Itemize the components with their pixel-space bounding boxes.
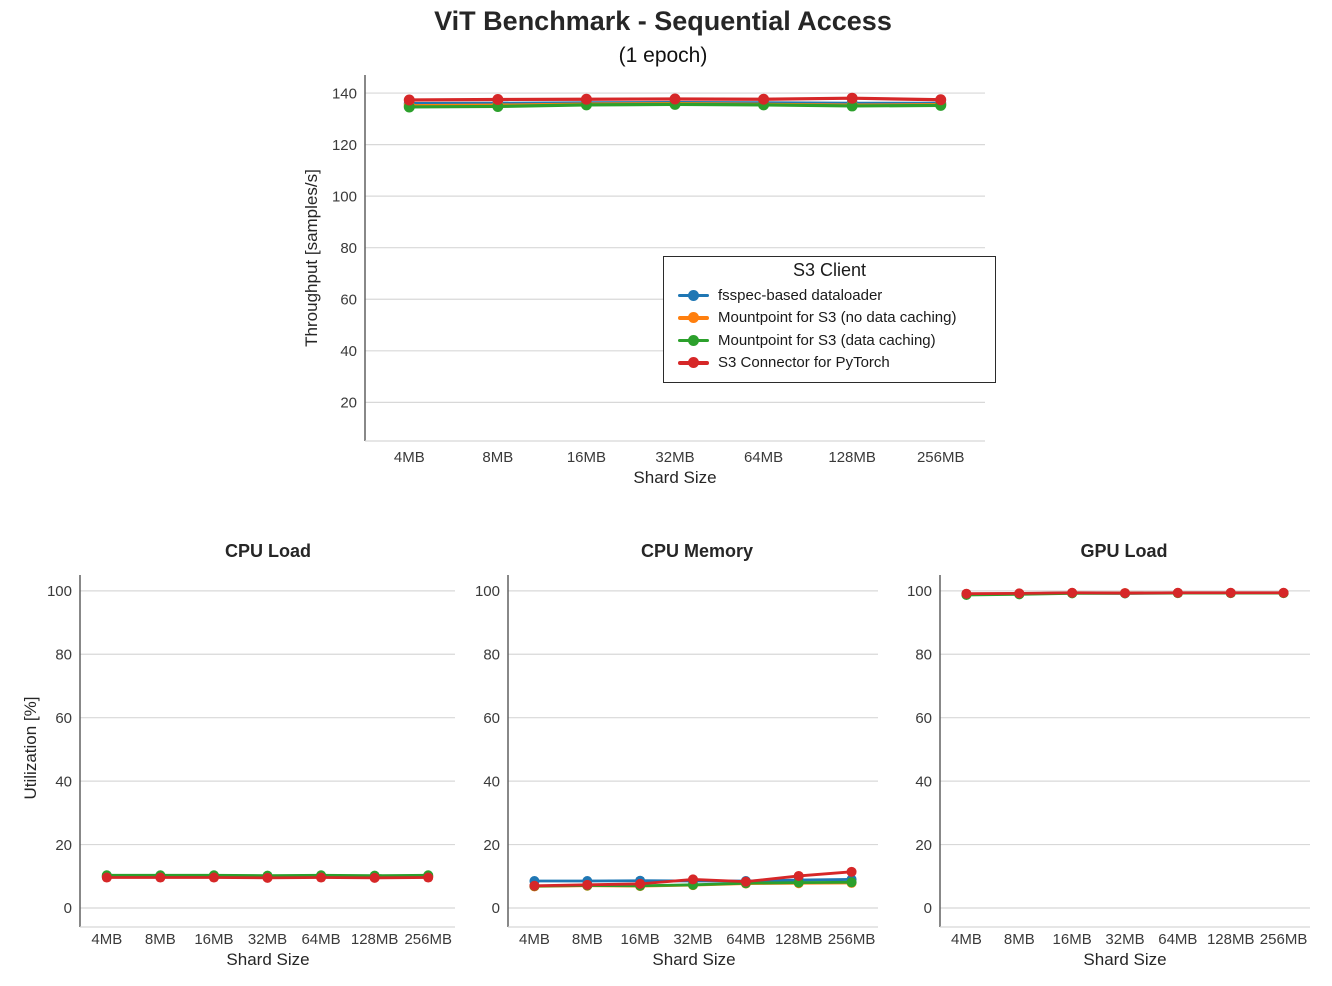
legend-line-icon (678, 289, 709, 301)
figure-title: ViT Benchmark - Sequential Access (434, 6, 892, 36)
svg-text:16MB: 16MB (194, 931, 233, 948)
svg-text:256MB: 256MB (1260, 931, 1308, 948)
svg-text:8MB: 8MB (572, 931, 603, 948)
svg-text:32MB: 32MB (248, 931, 287, 948)
svg-text:40: 40 (340, 343, 357, 360)
legend-item-s3-connector: S3 Connector for PyTorch (664, 352, 995, 375)
svg-text:60: 60 (915, 710, 932, 727)
cpu-load-x-axis-label: Shard Size (226, 950, 310, 969)
legend-item-fsspec: fsspec-based dataloader (664, 284, 995, 307)
svg-text:100: 100 (475, 583, 500, 600)
svg-text:80: 80 (340, 240, 357, 257)
svg-text:0: 0 (64, 900, 72, 917)
legend-dot-icon (688, 312, 699, 324)
svg-text:16MB: 16MB (567, 449, 606, 466)
svg-text:80: 80 (483, 647, 500, 664)
cpu-memory-chart: 0 20 40 60 80 100 4MB 8MB 16MB 32MB 64MB 128MB 256MB (475, 575, 878, 948)
svg-text:256MB: 256MB (404, 931, 452, 948)
svg-text:4MB: 4MB (394, 449, 425, 466)
svg-text:128MB: 128MB (351, 931, 399, 948)
svg-text:64MB: 64MB (1158, 931, 1197, 948)
legend: S3 Client fsspec-based dataloader Mountp… (663, 256, 996, 383)
svg-text:60: 60 (55, 710, 72, 727)
legend-dot-icon (688, 289, 699, 301)
svg-text:256MB: 256MB (917, 449, 965, 466)
svg-text:16MB: 16MB (1053, 931, 1092, 948)
svg-text:8MB: 8MB (1004, 931, 1035, 948)
throughput-chart: 20 40 60 80 100 120 140 4MB 8MB 16MB 32MB 64MB 128MB… (332, 75, 985, 466)
svg-text:4MB: 4MB (951, 931, 982, 948)
svg-text:100: 100 (332, 188, 357, 205)
cpu-load-chart: 0 20 40 60 80 100 4MB 8MB 16MB 32MB 64MB 128MB 256MB (47, 575, 455, 948)
legend-item-mountpoint-nocache: Mountpoint for S3 (no data caching) (664, 307, 995, 330)
svg-text:8MB: 8MB (145, 931, 176, 948)
gpu-load-title: GPU Load (1080, 541, 1168, 561)
svg-text:20: 20 (340, 395, 357, 412)
cpu-load-title: CPU Load (224, 541, 312, 561)
svg-text:60: 60 (483, 710, 500, 727)
svg-text:128MB: 128MB (775, 931, 823, 948)
svg-text:4MB: 4MB (91, 931, 122, 948)
gpu-load-x-axis-label: Shard Size (1083, 950, 1167, 969)
svg-text:80: 80 (55, 647, 72, 664)
svg-text:64MB: 64MB (744, 449, 783, 466)
svg-text:100: 100 (907, 583, 932, 600)
legend-item-label: Mountpoint for S3 (no data caching) (718, 309, 957, 327)
legend-line-icon (678, 357, 709, 369)
legend-item-label: fsspec-based dataloader (718, 286, 883, 304)
svg-text:128MB: 128MB (1207, 931, 1255, 948)
legend-dot-icon (688, 357, 699, 369)
legend-item-label: Mountpoint for S3 (data caching) (718, 331, 936, 349)
legend-line-icon (678, 334, 709, 346)
svg-text:64MB: 64MB (301, 931, 340, 948)
legend-line-icon (678, 312, 709, 324)
svg-text:140: 140 (332, 85, 357, 102)
legend-dot-icon (688, 334, 699, 346)
svg-text:40: 40 (55, 773, 72, 790)
svg-text:16MB: 16MB (621, 931, 660, 948)
legend-title: S3 Client (792, 260, 867, 280)
svg-text:8MB: 8MB (482, 449, 513, 466)
svg-text:4MB: 4MB (519, 931, 550, 948)
svg-text:32MB: 32MB (655, 449, 694, 466)
svg-text:40: 40 (483, 773, 500, 790)
cpu-memory-x-axis-label: Shard Size (652, 950, 736, 969)
svg-text:60: 60 (340, 291, 357, 308)
svg-text:100: 100 (47, 583, 72, 600)
svg-text:256MB: 256MB (828, 931, 876, 948)
svg-text:0: 0 (492, 900, 500, 917)
svg-text:20: 20 (55, 837, 72, 854)
svg-text:20: 20 (483, 837, 500, 854)
figure-subtitle: (1 epoch) (618, 44, 708, 67)
svg-text:0: 0 (924, 900, 932, 917)
legend-item-mountpoint-cache: Mountpoint for S3 (data caching) (664, 329, 995, 352)
svg-text:80: 80 (915, 647, 932, 664)
svg-text:32MB: 32MB (1105, 931, 1144, 948)
svg-text:120: 120 (332, 137, 357, 154)
cpu-memory-title: CPU Memory (640, 541, 754, 561)
svg-text:64MB: 64MB (726, 931, 765, 948)
svg-text:32MB: 32MB (673, 931, 712, 948)
svg-text:40: 40 (915, 773, 932, 790)
throughput-x-axis-label: Shard Size (633, 468, 717, 487)
svg-text:128MB: 128MB (828, 449, 876, 466)
legend-item-label: S3 Connector for PyTorch (718, 354, 890, 372)
svg-text:20: 20 (915, 837, 932, 854)
gpu-load-chart: 0 20 40 60 80 100 4MB 8MB 16MB 32MB 64MB 128MB 256MB (907, 575, 1310, 948)
